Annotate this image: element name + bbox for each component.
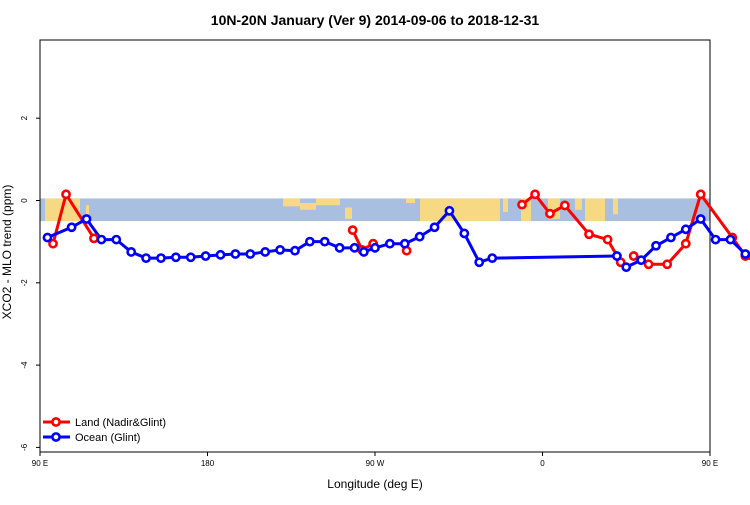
ocean-series-point <box>384 238 395 249</box>
land-series-point <box>89 233 99 244</box>
ocean-band <box>40 198 710 222</box>
ocean-series-point <box>636 255 647 266</box>
ocean-series-point <box>444 205 455 216</box>
land-series-point <box>602 234 613 245</box>
land-patch <box>503 198 508 213</box>
ocean-series-point <box>349 242 360 253</box>
land-series-point <box>584 229 594 240</box>
geography-band <box>40 198 710 222</box>
ocean-series-point <box>96 234 107 245</box>
y-axis-title: XCO2 - MLO trend (ppm) <box>0 185 14 320</box>
ocean-series-point <box>399 238 410 249</box>
ocean-series-point <box>621 262 632 273</box>
ocean-series-point <box>725 234 736 245</box>
x-tick-label: 90 E <box>32 459 48 468</box>
y-tick-label: -4 <box>20 361 29 369</box>
ocean-series-point <box>710 234 721 245</box>
land-series-point <box>545 208 555 219</box>
land-patch <box>300 202 316 210</box>
land-series-point <box>695 189 706 200</box>
ocean-series-point <box>304 236 315 247</box>
x-tick-label: 0 <box>540 459 545 468</box>
legend-label: Ocean (Glint) <box>75 432 140 444</box>
x-tick-label: 180 <box>201 459 215 468</box>
land-patch <box>585 198 605 222</box>
ocean-series-point <box>370 242 380 253</box>
land-series-point <box>680 238 691 249</box>
ocean-series-point <box>666 232 676 243</box>
land-patch <box>283 198 300 207</box>
legend: Land (Nadir&Glint) Ocean (Glint) <box>43 417 166 444</box>
ocean-series-point <box>474 257 485 268</box>
ocean-series-point <box>290 245 300 256</box>
ocean-series-point <box>740 249 750 259</box>
ocean-series-point <box>245 249 256 259</box>
ocean-series-point <box>185 252 196 263</box>
series-layer <box>42 189 750 273</box>
ocean-series-point <box>260 247 271 257</box>
ocean-series-point <box>612 251 622 261</box>
land-series-point <box>517 199 527 210</box>
ocean-series-point <box>126 247 137 257</box>
ocean-series-point <box>319 236 330 247</box>
legend-swatch-marker <box>51 417 61 427</box>
ocean-series-point <box>141 253 151 264</box>
ocean-series-point <box>170 252 181 263</box>
land-patch <box>345 207 352 219</box>
land-patch <box>316 198 340 206</box>
ocean-series-point <box>487 253 498 264</box>
land-patch <box>420 198 500 222</box>
land-patch <box>406 198 415 203</box>
land-patch <box>613 198 618 215</box>
y-tick-label: 2 <box>20 115 29 120</box>
land-series-point <box>48 238 58 249</box>
ocean-series-point <box>695 214 706 224</box>
land-series-point <box>347 225 358 236</box>
land-patch <box>521 198 531 222</box>
land-series-point <box>628 251 639 261</box>
x-axis-title: Longitude (deg E) <box>327 477 422 491</box>
ocean-series-point <box>459 228 470 239</box>
ocean-series-point <box>429 222 440 233</box>
legend-label: Land (Nadir&Glint) <box>75 417 166 429</box>
land-series-point <box>61 189 71 200</box>
land-series-point <box>559 200 570 211</box>
ocean-series-point <box>156 253 166 264</box>
land-patch <box>575 198 582 210</box>
ocean-series-point <box>334 242 345 253</box>
x-tick-label: 90 W <box>366 459 385 468</box>
ocean-series-point <box>414 231 425 242</box>
ocean-series-point <box>275 244 285 255</box>
y-tick-label: -6 <box>20 443 29 451</box>
ocean-series-point <box>215 249 226 260</box>
legend-swatch-marker <box>51 432 61 442</box>
x-tick-label: 90 E <box>702 459 718 468</box>
land-series-line <box>632 192 750 266</box>
land-series-point <box>662 259 673 270</box>
ocean-series-point <box>81 214 92 224</box>
ocean-series-point <box>42 232 53 243</box>
ocean-series-point <box>651 240 661 251</box>
land-series-point <box>643 259 654 270</box>
y-tick-label: 0 <box>20 198 29 203</box>
ocean-series-point <box>358 247 369 257</box>
y-axis: -6 -4 -2 0 2 <box>20 115 40 451</box>
ocean-series-point <box>66 222 77 233</box>
ocean-series-point <box>200 251 211 261</box>
land-patch <box>86 205 89 215</box>
y-tick-label: -2 <box>20 279 29 287</box>
ocean-series-point <box>111 234 122 245</box>
land-series-point <box>530 189 540 200</box>
ocean-series-point <box>680 224 691 235</box>
ocean-series-point <box>230 249 241 259</box>
chart-title: 10N-20N January (Ver 9) 2014-09-06 to 20… <box>211 12 540 28</box>
x-axis: 90 E 180 90 W 0 90 E <box>32 452 718 468</box>
